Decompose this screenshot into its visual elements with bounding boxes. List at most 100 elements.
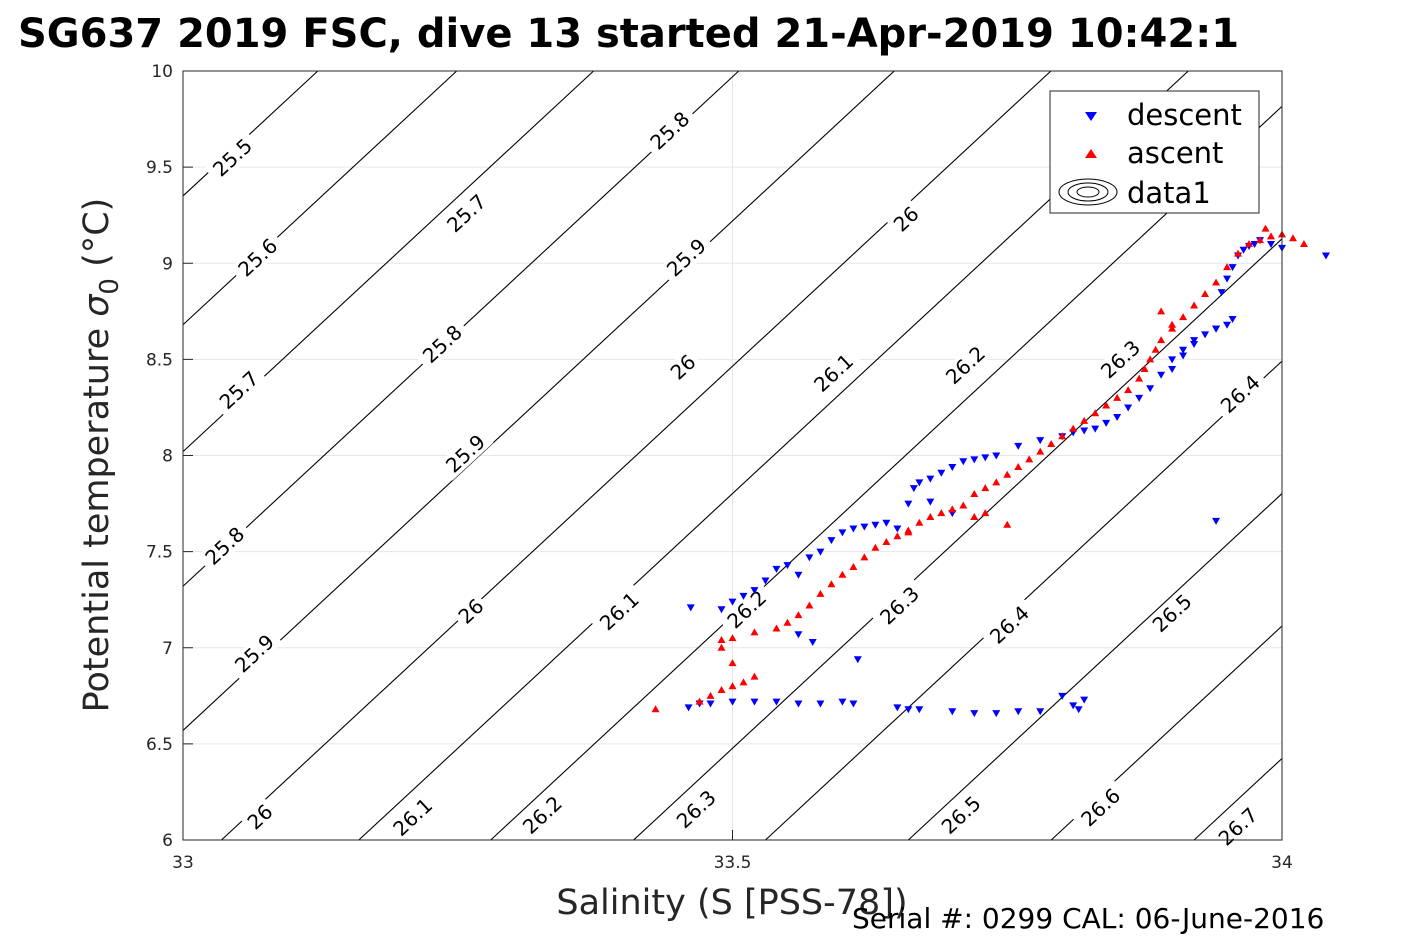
isopycnal-label-bg bbox=[451, 592, 491, 631]
isopycnal-label-bg bbox=[1144, 586, 1201, 641]
ascent-point bbox=[992, 478, 1001, 486]
ascent-point bbox=[882, 538, 891, 546]
legend-ascent-label: ascent bbox=[1127, 136, 1223, 170]
serial-calibration-footer: Serial #: 0299 CAL: 06-June-2016 bbox=[852, 902, 1324, 935]
descent-point bbox=[1212, 325, 1221, 333]
ascent-point bbox=[893, 532, 902, 540]
isopycnal-label-bg bbox=[514, 787, 571, 843]
isopycnal-line-26.2 bbox=[490, 105, 1283, 841]
legend-data1-label: data1 bbox=[1127, 176, 1211, 210]
ascent-point bbox=[1140, 364, 1149, 372]
isopycnal-line-26.7 bbox=[1193, 758, 1283, 841]
ascent-point bbox=[750, 628, 759, 636]
ascent-point bbox=[1036, 447, 1045, 455]
descent-point bbox=[1080, 427, 1089, 435]
ascent-point bbox=[717, 643, 726, 651]
descent-point bbox=[926, 475, 935, 483]
descent-point bbox=[948, 708, 957, 716]
isopycnal-label-bg bbox=[933, 787, 990, 843]
ascent-point bbox=[1091, 409, 1100, 417]
descent-point bbox=[893, 704, 902, 712]
descent-point bbox=[805, 554, 814, 562]
descent-point bbox=[1014, 442, 1023, 450]
ascent-point bbox=[1168, 324, 1177, 332]
ascent-point bbox=[981, 509, 990, 517]
descent-point bbox=[909, 485, 918, 493]
descent-point bbox=[1113, 414, 1122, 422]
ascent-point bbox=[1256, 236, 1265, 244]
ascent-point bbox=[860, 553, 869, 561]
isopycnal-label-bg bbox=[937, 338, 994, 393]
descent-point bbox=[717, 606, 726, 614]
ascent-point bbox=[1124, 386, 1133, 394]
isopycnal-label-bg bbox=[1092, 332, 1149, 387]
ascent-point bbox=[1234, 249, 1243, 257]
ascent-point bbox=[1003, 520, 1012, 528]
descent-point bbox=[1091, 425, 1100, 433]
isopycnal-line-25.9 bbox=[182, 70, 895, 731]
isopycnal-label-bg bbox=[663, 348, 703, 387]
descent-point bbox=[970, 710, 979, 718]
descent-point bbox=[1146, 385, 1155, 393]
isopycnal-line-26.3 bbox=[633, 238, 1283, 841]
descent-point bbox=[882, 519, 891, 527]
ascent-point bbox=[926, 513, 935, 521]
ascent-point bbox=[794, 611, 803, 619]
descent-point bbox=[893, 525, 902, 533]
ascent-point bbox=[838, 570, 847, 578]
descent-point bbox=[706, 700, 715, 708]
ascent-point bbox=[970, 513, 979, 521]
ascent-point bbox=[1179, 313, 1188, 321]
isopycnal-label-bg bbox=[871, 578, 928, 633]
ascent-point bbox=[937, 509, 946, 517]
isopycnal-label-bg bbox=[1072, 780, 1129, 835]
ascent-point bbox=[695, 697, 704, 705]
descent-point bbox=[853, 656, 862, 664]
y-tick-label: 9 bbox=[162, 254, 173, 274]
legend-ascent-marker bbox=[1085, 149, 1097, 158]
descent-point bbox=[1157, 371, 1166, 379]
descent-point bbox=[1168, 356, 1177, 364]
ascent-point bbox=[651, 705, 660, 713]
descent-point bbox=[1239, 246, 1248, 254]
isopycnal-label-bg bbox=[668, 782, 725, 837]
descent-point bbox=[1036, 708, 1045, 716]
descent-point bbox=[1223, 321, 1232, 329]
legend-contour-icon bbox=[1058, 178, 1118, 206]
legend: descent ascent data1 bbox=[1049, 90, 1260, 214]
isopycnal-label-bg bbox=[1212, 366, 1269, 422]
ascent-point bbox=[1157, 307, 1166, 315]
descent-point bbox=[728, 698, 737, 706]
ascent-point bbox=[717, 636, 726, 644]
ascent-point bbox=[1212, 278, 1221, 286]
descent-point bbox=[871, 521, 880, 529]
ascent-point bbox=[970, 489, 979, 497]
isopycnal-label-bg bbox=[718, 582, 775, 637]
isopycnal-label-bg bbox=[211, 363, 268, 418]
ascent-point bbox=[706, 691, 715, 699]
ascent-point bbox=[728, 682, 737, 690]
isopycnal-label-group: 26.4 bbox=[1212, 366, 1269, 422]
isopycnal-label-bg bbox=[384, 789, 441, 845]
ascent-point bbox=[1151, 345, 1160, 353]
ascent-point bbox=[1047, 439, 1056, 447]
series-ascent bbox=[651, 224, 1308, 713]
ascent-point bbox=[816, 589, 825, 597]
y-axis-label-subscript: 0 bbox=[95, 278, 125, 295]
y-tick-label: 10 bbox=[151, 62, 173, 82]
ascent-point bbox=[959, 501, 968, 509]
descent-point bbox=[959, 458, 968, 466]
x-tick-label: 33.5 bbox=[714, 853, 752, 873]
ascent-point bbox=[739, 678, 748, 686]
y-tick-label: 6.5 bbox=[146, 735, 173, 755]
y-axis-label-main: Potential temperature bbox=[77, 317, 117, 713]
descent-point bbox=[948, 464, 957, 472]
descent-point bbox=[686, 604, 695, 612]
legend-descent-marker bbox=[1085, 112, 1097, 121]
descent-point bbox=[838, 529, 847, 537]
isopycnal-label-bg bbox=[981, 597, 1038, 652]
y-tick-label: 7.5 bbox=[146, 543, 173, 563]
isopycnal-line-26.5 bbox=[907, 493, 1283, 841]
descent-point bbox=[1217, 289, 1226, 297]
